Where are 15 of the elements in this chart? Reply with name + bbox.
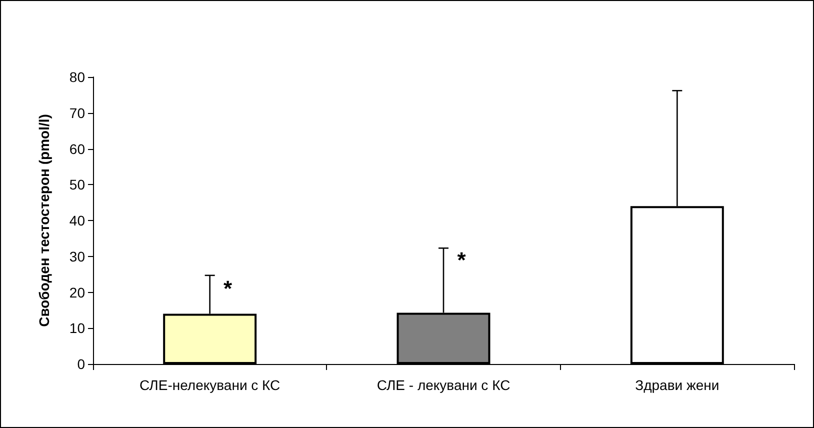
annotation: * <box>457 247 466 272</box>
y-axis-title: Свободен тестостерон (pmol/l) <box>36 114 52 327</box>
y-tick-label: 80 <box>69 69 86 85</box>
y-tick-label: 60 <box>69 140 86 157</box>
x-tick-label: Здрави жени <box>635 377 720 393</box>
y-tick-label: 40 <box>69 212 86 228</box>
x-tick-label: СЛЕ-нелекувани с КС <box>140 377 280 393</box>
annotation: * <box>224 276 233 302</box>
y-tick-label: 50 <box>69 176 86 193</box>
y-tick-label: 10 <box>69 320 86 336</box>
y-tick-label: 70 <box>69 104 86 121</box>
x-tick-label: СЛЕ - лекувани с КС <box>376 377 510 393</box>
y-tick-label: 30 <box>69 248 86 264</box>
y-tick-label: 0 <box>77 356 86 372</box>
y-tick-label: 20 <box>69 284 86 300</box>
